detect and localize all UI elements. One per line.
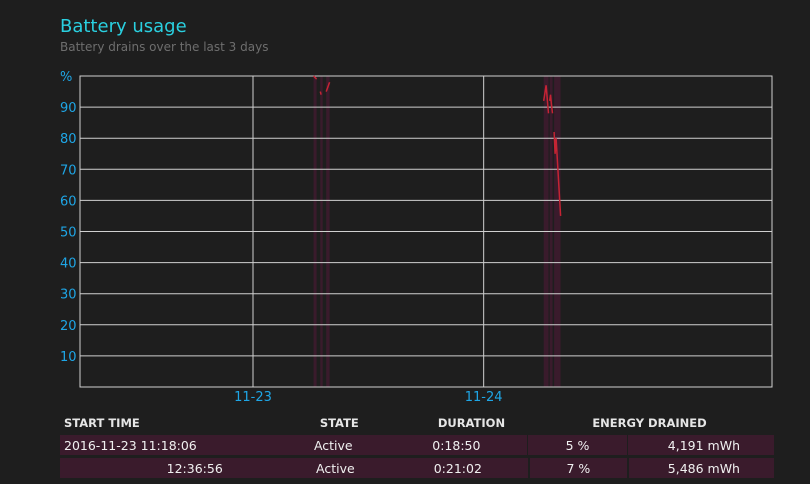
table-row: 12:36:56 Active 0:21:02 7 % 5,486 mWh [60, 458, 774, 478]
page-subtitle: Battery drains over the last 3 days [60, 40, 269, 54]
drain-line [313, 75, 318, 80]
y-tick-label: 70 [60, 163, 77, 178]
y-tick-label: 80 [60, 132, 77, 147]
battery-chart: % 10 20 30 40 50 60 70 80 90 11-23 11-24 [60, 70, 773, 405]
page-title: Battery usage [60, 16, 187, 37]
drain-line [553, 131, 562, 216]
table-row: 2016-11-23 11:18:06 Active 0:18:50 5 % 4… [60, 435, 774, 455]
y-unit-label: % [60, 70, 72, 85]
col-duration: DURATION [437, 416, 506, 430]
y-tick-label: 20 [60, 319, 77, 334]
y-tick-label: 50 [60, 226, 77, 241]
row-duration: 0:18:50 [386, 435, 527, 455]
col-start-time: START TIME [64, 416, 140, 430]
chart-grid [79, 75, 773, 388]
col-energy-drained: ENERGY DRAINED [592, 416, 707, 430]
col-state: STATE [319, 416, 359, 430]
y-tick-label: 90 [60, 101, 77, 116]
row-energy: 4,191 mWh [628, 435, 774, 455]
table-header: START TIME STATE DURATION ENERGY DRAINED [60, 414, 774, 432]
drain-line [319, 91, 322, 95]
y-axis-ticks: % 10 20 30 40 50 60 70 80 90 [60, 70, 77, 365]
drain-line [548, 94, 554, 114]
row-start-time: 12:36:56 [60, 458, 307, 478]
y-tick-label: 60 [60, 194, 77, 209]
drain-line [542, 85, 550, 114]
x-axis-ticks: 11-23 11-24 [234, 390, 502, 405]
x-tick-label: 11-23 [234, 390, 272, 405]
row-percent: 5 % [528, 435, 627, 455]
row-duration: 0:21:02 [388, 458, 528, 478]
y-tick-label: 30 [60, 288, 77, 303]
y-tick-label: 10 [60, 350, 77, 365]
row-state: Active [282, 458, 388, 478]
drain-lines [313, 75, 562, 216]
row-percent: 7 % [529, 458, 628, 478]
x-tick-label: 11-24 [465, 390, 503, 405]
usage-table: START TIME STATE DURATION ENERGY DRAINED… [60, 414, 774, 478]
drain-line [325, 81, 331, 92]
y-tick-label: 40 [60, 257, 77, 272]
row-start-time: 2016-11-23 11:18:06 [60, 435, 305, 455]
row-energy: 5,486 mWh [629, 458, 774, 478]
row-state: Active [280, 435, 387, 455]
